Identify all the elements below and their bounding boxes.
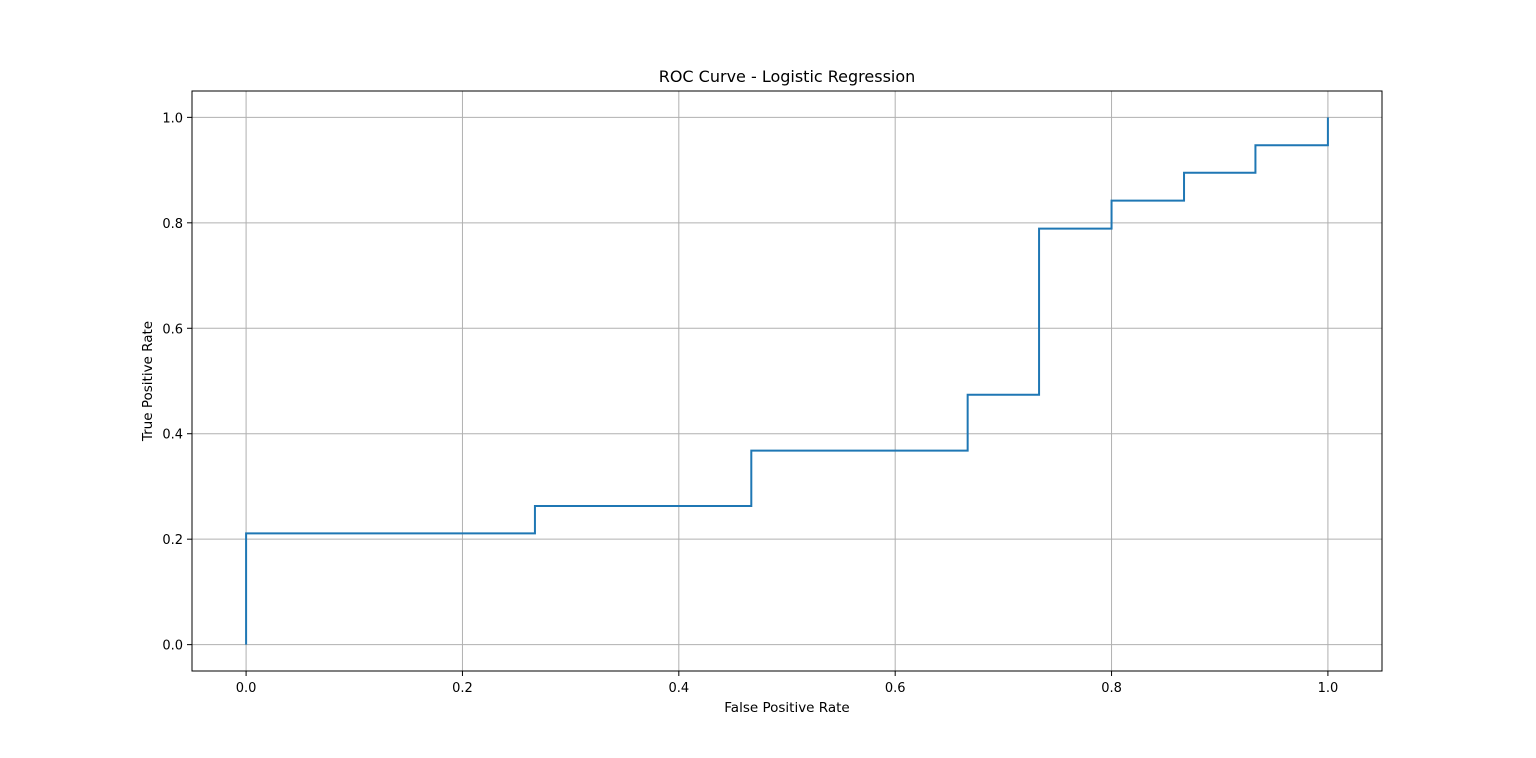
roc-curve-line <box>245 117 1329 645</box>
grid <box>192 91 1382 671</box>
x-axis-label: False Positive Rate <box>724 700 849 716</box>
ticks: 0.0 0.2 0.4 0.6 0.8 1.0 0.0 0.2 0.4 0.6 0.8 1.0 <box>162 111 1338 696</box>
y-tick-label: 0.2 <box>162 533 183 548</box>
x-tick-label: 0.8 <box>1101 681 1122 696</box>
chart-title: ROC Curve - Logistic Regression <box>659 67 916 86</box>
y-tick-label: 0.8 <box>162 217 183 232</box>
y-tick-label: 1.0 <box>162 111 183 126</box>
y-axis-label: True Positive Rate <box>140 321 156 442</box>
y-tick-label: 0.0 <box>162 639 183 654</box>
x-tick-label: 0.2 <box>452 681 473 696</box>
series-layer <box>245 117 1329 645</box>
x-tick-label: 0.4 <box>668 681 689 696</box>
x-tick-label: 0.0 <box>236 681 257 696</box>
y-tick-label: 0.4 <box>162 428 183 443</box>
y-tick-label: 0.6 <box>162 322 183 337</box>
plot-frame <box>191 90 1383 672</box>
x-tick-label: 1.0 <box>1318 681 1339 696</box>
x-tick-label: 0.6 <box>885 681 906 696</box>
